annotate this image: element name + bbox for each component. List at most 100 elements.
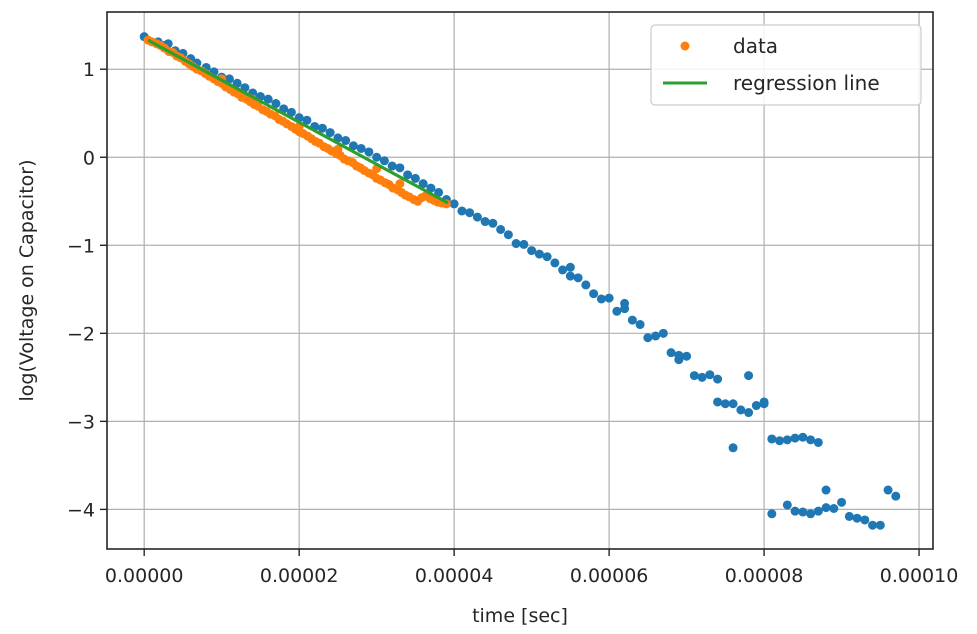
data-point-all: [813, 437, 823, 447]
y-tick-label: 0: [83, 147, 95, 169]
data-point-all: [658, 328, 668, 338]
regression-line-group: [147, 38, 449, 205]
data-point-all: [271, 99, 281, 109]
data-point-all: [883, 485, 893, 495]
data-point-all: [728, 399, 738, 409]
data-point-all: [418, 179, 428, 189]
data-point-all: [751, 401, 761, 411]
data-point-all: [286, 107, 296, 117]
legend-label-regression-line: regression line: [733, 71, 880, 95]
data-point-all: [674, 350, 684, 360]
data-point-all: [790, 506, 800, 516]
data-point-all: [651, 331, 661, 341]
data-point-all: [744, 371, 754, 381]
data-point-all: [527, 246, 537, 256]
data-point-all: [782, 500, 792, 510]
y-axis-label: log(Voltage on Capacitor): [16, 159, 38, 401]
data-point-all: [457, 206, 467, 216]
data-point-all: [627, 315, 637, 325]
data-point-all: [333, 133, 343, 143]
data-point-all: [806, 435, 816, 445]
y-tick-label: −2: [67, 323, 95, 345]
data-point-all: [875, 520, 885, 530]
data-point-all: [565, 271, 575, 281]
data-point-all: [472, 212, 482, 222]
data-point-all: [364, 147, 374, 157]
data-point-all: [403, 170, 413, 180]
data-point-all: [480, 217, 490, 227]
data-point-all: [565, 262, 575, 272]
data-point-all: [759, 397, 769, 407]
data-point-all: [782, 435, 792, 445]
data-point-all: [573, 273, 583, 283]
data-point-all: [511, 239, 521, 249]
data-point-all: [542, 252, 552, 262]
data-point-all: [465, 208, 475, 218]
data-point-fit: [333, 144, 343, 154]
data-point-all: [581, 280, 591, 290]
data-point-all: [713, 374, 723, 384]
data-point-all: [317, 123, 327, 133]
data-point-all: [837, 497, 847, 507]
data-point-all: [410, 173, 420, 183]
data-point-all: [325, 128, 335, 138]
grid: [107, 12, 933, 549]
x-axis-label: time [sec]: [472, 605, 568, 627]
y-axis-ticks: 1 0 −1 −2 −3 −4: [67, 59, 107, 521]
legend-label-data: data: [733, 34, 778, 58]
data-point-all: [852, 513, 862, 523]
data-point-all: [372, 152, 382, 162]
data-point-all: [550, 258, 560, 268]
data-point-all: [503, 230, 513, 240]
data-point-all: [813, 506, 823, 516]
data-point-all: [829, 504, 839, 514]
data-point-all: [434, 187, 444, 197]
data-point-all: [720, 399, 730, 409]
x-tick-label: 0.00010: [880, 565, 959, 587]
x-tick-label: 0.00000: [105, 565, 184, 587]
data-point-all: [426, 183, 436, 193]
regression-line: [147, 38, 449, 205]
legend-box: [650, 24, 922, 106]
y-tick-label: −4: [67, 499, 95, 521]
data-point-all: [689, 371, 699, 381]
data-point-all: [821, 485, 831, 495]
data-point-all: [790, 433, 800, 443]
data-point-all: [302, 115, 312, 125]
data-point-all: [348, 141, 358, 151]
data-point-all: [860, 515, 870, 525]
data-point-all: [395, 163, 405, 173]
x-tick-label: 0.00004: [415, 565, 494, 587]
data-point-all: [806, 509, 816, 519]
x-tick-label: 0.00006: [570, 565, 649, 587]
legend: data regression line: [650, 24, 922, 106]
data-point-all: [387, 161, 397, 171]
data-point-all: [589, 289, 599, 299]
y-tick-label: 1: [83, 59, 95, 81]
data-point-all: [798, 432, 808, 442]
data-point-all: [775, 436, 785, 446]
data-point-all: [449, 199, 459, 209]
data-point-all: [341, 136, 351, 146]
data-point-all: [612, 306, 622, 316]
data-point-all: [496, 224, 506, 234]
y-tick-label: −1: [67, 235, 95, 257]
data-point-all: [604, 293, 614, 303]
legend-marker-data: [680, 41, 690, 51]
data-point-all: [224, 74, 234, 84]
data-point-all: [891, 491, 901, 501]
data-point-all: [728, 443, 738, 453]
x-tick-label: 0.00008: [725, 565, 804, 587]
data-point-all: [767, 509, 777, 519]
x-tick-label: 0.00002: [260, 565, 339, 587]
data-point-all: [263, 94, 273, 104]
data-point-all: [798, 507, 808, 517]
data-point-all: [666, 348, 676, 358]
data-point-all: [697, 372, 707, 382]
data-point-all: [558, 265, 568, 275]
data-point-all: [868, 520, 878, 530]
data-point-all: [620, 304, 630, 314]
data-point-all: [635, 320, 645, 330]
